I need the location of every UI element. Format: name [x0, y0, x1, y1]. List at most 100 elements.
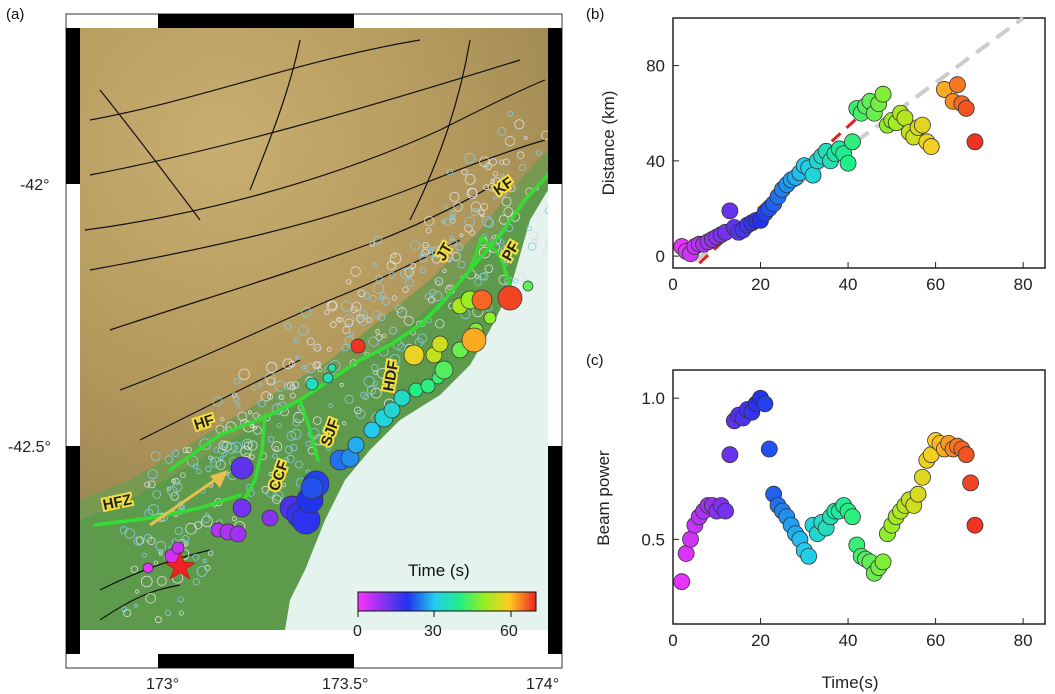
aftershock-circle: [196, 566, 208, 577]
y-tick-label: 0.5: [641, 530, 665, 549]
data-point: [874, 553, 892, 571]
aftershock-circle: [483, 184, 489, 191]
aftershock-circle: [219, 455, 224, 460]
aftershock-circle: [490, 234, 502, 246]
rupture-dot: [420, 378, 436, 394]
aftershock-circle: [274, 380, 286, 392]
aftershock-circle: [147, 480, 156, 489]
aftershock-circle: [202, 515, 211, 524]
aftershock-circle: [119, 526, 128, 534]
aftershock-circle: [518, 164, 527, 172]
aftershock-circle: [426, 318, 432, 324]
aftershock-circle: [336, 316, 343, 323]
rupture-dot: [403, 344, 425, 366]
x-tick-label: 0: [668, 275, 677, 294]
aftershock-circle: [507, 111, 514, 117]
aftershock-circle: [464, 173, 476, 185]
aftershock-circle: [500, 173, 505, 178]
frame-bar-right-bottom: [548, 446, 562, 654]
data-point: [760, 440, 778, 458]
y-tick-label: 80: [646, 57, 665, 76]
aftershock-circle: [369, 241, 375, 247]
aftershock-circle: [484, 218, 495, 228]
rupture-dot: [142, 562, 154, 574]
aftershock-circle: [264, 372, 276, 384]
aftershock-circle: [386, 359, 398, 370]
aftershock-circle: [238, 368, 250, 381]
aftershock-circle: [185, 446, 192, 454]
aftershock-circle: [192, 578, 200, 586]
aftershock-circle: [504, 136, 516, 147]
aftershock-circle: [260, 391, 272, 402]
aftershock-circle: [422, 244, 432, 255]
aftershock-circle: [212, 396, 223, 407]
aftershock-circle: [210, 456, 222, 468]
aftershock-circle: [368, 336, 379, 347]
aftershock-circle: [147, 504, 159, 516]
aftershock-circle: [144, 481, 151, 488]
aftershock-circle: [272, 490, 284, 502]
aftershock-circle: [503, 248, 513, 258]
x-tick-label: 80: [1014, 631, 1033, 650]
aftershock-circle: [213, 447, 220, 453]
rupture-dot: [232, 498, 252, 518]
rupture-dot: [393, 389, 411, 407]
aftershock-circle: [503, 206, 514, 217]
aftershock-circle: [258, 382, 263, 387]
aftershock-circle: [470, 207, 479, 216]
aftershock-circle: [249, 454, 255, 460]
aftershock-circle: [165, 610, 172, 617]
aftershock-circle: [222, 451, 228, 457]
aftershock-circle: [541, 130, 548, 140]
aftershock-circle: [313, 343, 322, 352]
rupture-dot: [522, 280, 534, 292]
aftershock-circle: [499, 239, 505, 245]
aftershock-circle: [235, 402, 241, 408]
aftershock-circle: [167, 486, 178, 497]
y-tick-label: 0: [656, 247, 665, 266]
aftershock-circle: [286, 454, 295, 463]
aftershock-circle: [152, 490, 162, 499]
aftershock-circle: [544, 207, 548, 214]
aftershock-circle: [442, 268, 447, 274]
data-point: [673, 573, 691, 591]
aftershock-circle: [220, 417, 225, 422]
aftershock-circle: [356, 314, 365, 323]
data-point: [909, 485, 927, 503]
aftershock-circle: [225, 442, 238, 454]
data-point: [922, 138, 940, 155]
aftershock-circle: [266, 361, 278, 374]
aftershock-circle: [301, 307, 312, 318]
aftershock-circle: [328, 403, 334, 408]
distance-chart: Distance (km) 0 20 40 60 80 0 40 80: [599, 16, 1046, 294]
aftershock-circle: [341, 344, 349, 352]
aftershock-circle: [247, 440, 258, 451]
rupture-dots: [142, 280, 534, 574]
colorbar-tick-60: 60: [500, 623, 518, 640]
aftershock-circle: [153, 560, 159, 565]
aftershock-circle: [402, 286, 409, 293]
data-point: [957, 446, 975, 464]
lat-tick-42: -42°: [20, 177, 50, 194]
aftershock-circle: [379, 292, 387, 299]
aftershock-circle: [231, 516, 237, 522]
aftershock-circle: [419, 267, 426, 274]
data-point: [677, 545, 695, 562]
aftershock-circle: [449, 191, 460, 202]
data-point: [966, 516, 984, 534]
panel-b-label: (b): [586, 6, 605, 23]
aftershock-circle: [435, 319, 445, 329]
aftershock-circle: [272, 494, 282, 504]
aftershock-circle: [141, 575, 153, 588]
aftershock-circle: [386, 369, 393, 377]
aftershock-circle: [266, 376, 276, 386]
aftershock-circle: [449, 210, 456, 217]
aftershock-circle: [353, 406, 362, 415]
data-point: [957, 100, 975, 117]
rupture-dot: [497, 285, 523, 311]
aftershock-circle: [147, 469, 158, 480]
aftershock-circle: [295, 460, 303, 469]
aftershock-circle: [164, 455, 174, 464]
frame-bar-right-top: [548, 28, 562, 184]
aftershock-circle: [314, 361, 322, 369]
